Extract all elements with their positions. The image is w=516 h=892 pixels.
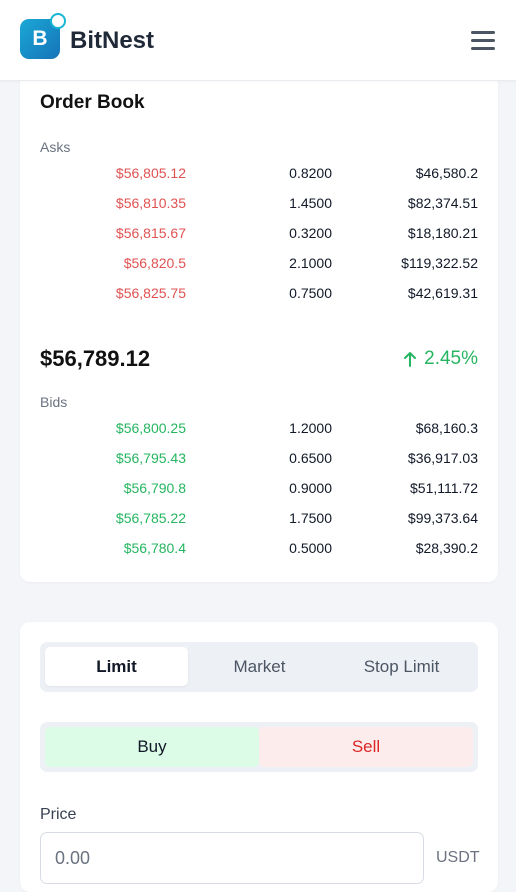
tab-stop-limit[interactable]: Stop Limit xyxy=(363,657,440,676)
ask-price: $56,805.12 xyxy=(115,165,186,181)
price-change-value: 2.45% xyxy=(424,348,478,369)
tab-limit[interactable]: Limit xyxy=(45,647,188,686)
bitnest-logo[interactable]: B xyxy=(20,13,66,59)
ask-price: $56,815.67 xyxy=(115,225,186,241)
ask-amount: 0.3200 xyxy=(289,225,332,241)
ask-total: $18,180.21 xyxy=(407,225,478,241)
ask-price: $56,820.5 xyxy=(123,255,186,271)
ask-price: $56,810.35 xyxy=(115,195,186,211)
asks-label: Asks xyxy=(40,139,71,155)
ask-amount: 1.4500 xyxy=(289,195,332,211)
logo-letter: B xyxy=(32,27,48,50)
buy-sell-toggle: Buy Sell xyxy=(40,722,478,772)
bid-row[interactable]: $56,785.22 1.7500 $99,373.64 xyxy=(20,503,498,533)
price-change: 2.45% xyxy=(402,348,478,370)
bids-label: Bids xyxy=(40,394,68,410)
bid-amount: 1.2000 xyxy=(289,420,332,436)
hamburger-menu-icon[interactable] xyxy=(471,29,495,51)
order-book-title: Order Book xyxy=(40,92,145,113)
ask-row[interactable]: $56,805.12 0.8200 $46,580.2 xyxy=(20,158,498,188)
bid-price: $56,780.4 xyxy=(123,540,186,556)
app-header: B BitNest xyxy=(0,0,516,81)
ask-row[interactable]: $56,825.75 0.7500 $42,619.31 xyxy=(20,278,498,308)
bid-row[interactable]: $56,795.43 0.6500 $36,917.03 xyxy=(20,443,498,473)
bid-row[interactable]: $56,800.25 1.2000 $68,160.3 xyxy=(20,413,498,443)
sell-button[interactable]: Sell xyxy=(259,727,473,767)
bid-amount: 0.9000 xyxy=(289,480,332,496)
ask-price: $56,825.75 xyxy=(115,285,186,301)
ask-row[interactable]: $56,815.67 0.3200 $18,180.21 xyxy=(20,218,498,248)
bid-amount: 0.6500 xyxy=(289,450,332,466)
ask-total: $82,374.51 xyxy=(407,195,478,211)
bid-price: $56,790.8 xyxy=(123,480,186,496)
bid-total: $99,373.64 xyxy=(407,510,478,526)
bid-row[interactable]: $56,790.8 0.9000 $51,111.72 xyxy=(20,473,498,503)
brand-name[interactable]: BitNest xyxy=(70,27,155,54)
trade-form-card: Limit Market Stop Limit Buy Sell Price U… xyxy=(20,622,498,892)
price-unit: USDT xyxy=(436,849,480,866)
price-input[interactable] xyxy=(40,832,424,884)
ask-total: $46,580.2 xyxy=(415,165,478,181)
tab-market[interactable]: Market xyxy=(233,657,286,676)
bid-price: $56,795.43 xyxy=(115,450,186,466)
bid-total: $28,390.2 xyxy=(415,540,478,556)
ask-row[interactable]: $56,820.5 2.1000 $119,322.52 xyxy=(20,248,498,278)
bid-price: $56,785.22 xyxy=(115,510,186,526)
price-label: Price xyxy=(40,806,77,823)
order-type-tabs: Limit Market Stop Limit xyxy=(40,642,478,692)
buy-button[interactable]: Buy xyxy=(45,727,259,767)
arrow-up-icon xyxy=(404,352,417,367)
current-price: $56,789.12 xyxy=(40,346,151,371)
bid-total: $51,111.72 xyxy=(410,480,478,496)
order-book-card: Order Book Asks $56,805.12 0.8200 $46,58… xyxy=(20,80,498,582)
bid-amount: 1.7500 xyxy=(289,510,332,526)
ask-total: $119,322.52 xyxy=(401,255,478,271)
bid-total: $68,160.3 xyxy=(415,420,478,436)
bid-amount: 0.5000 xyxy=(289,540,332,556)
ask-amount: 2.1000 xyxy=(289,255,332,271)
bid-total: $36,917.03 xyxy=(407,450,478,466)
bid-price: $56,800.25 xyxy=(115,420,186,436)
logo-dot-icon xyxy=(50,13,66,29)
bid-row[interactable]: $56,780.4 0.5000 $28,390.2 xyxy=(20,533,498,563)
ask-row[interactable]: $56,810.35 1.4500 $82,374.51 xyxy=(20,188,498,218)
ask-amount: 0.7500 xyxy=(289,285,332,301)
ask-amount: 0.8200 xyxy=(289,165,332,181)
ask-total: $42,619.31 xyxy=(407,285,478,301)
